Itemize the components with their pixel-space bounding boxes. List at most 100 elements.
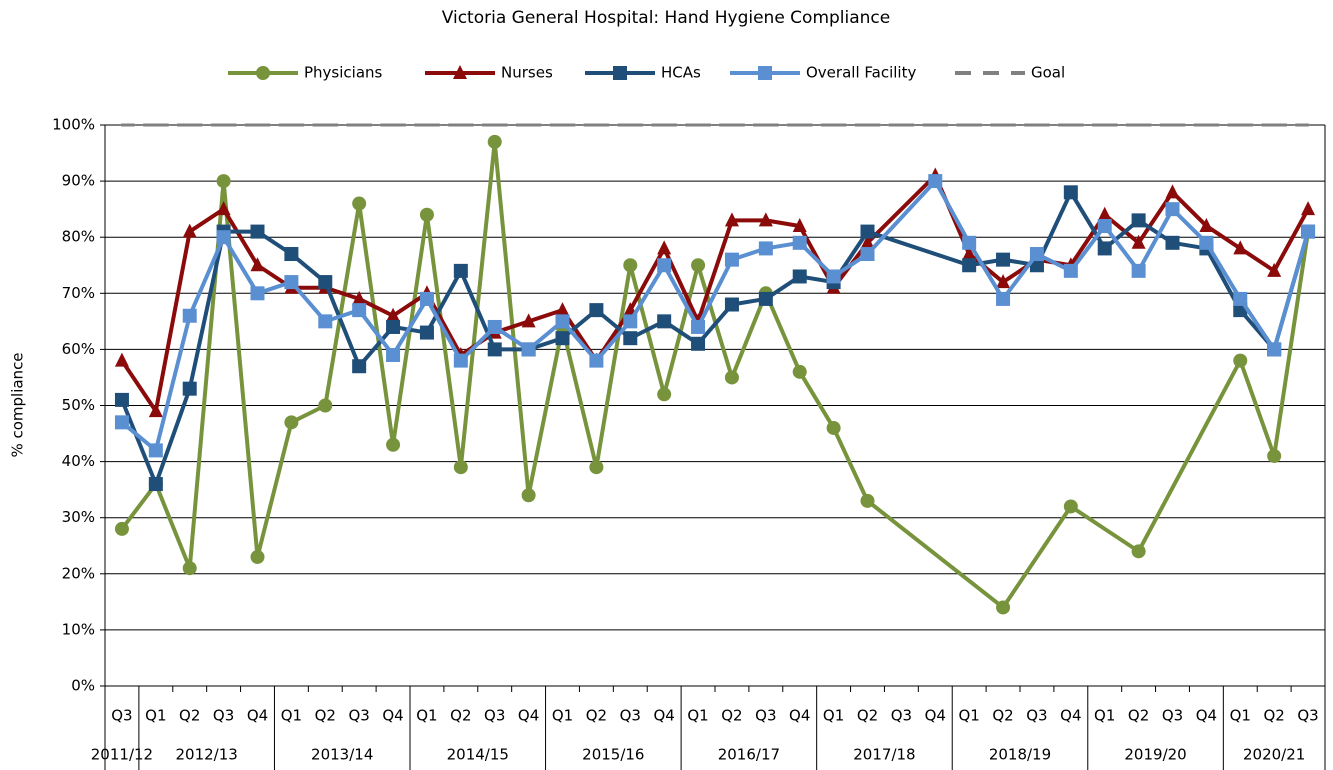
marker xyxy=(792,235,807,250)
x-tick-label: Q2 xyxy=(586,707,607,725)
marker xyxy=(860,234,875,249)
marker xyxy=(114,415,129,430)
x-tick-label: Q1 xyxy=(1094,707,1115,725)
x-tick-label: Q4 xyxy=(247,707,268,725)
marker xyxy=(352,359,367,374)
marker xyxy=(1063,263,1078,278)
marker xyxy=(182,308,197,323)
marker xyxy=(657,240,672,255)
marker xyxy=(250,224,265,239)
series-line xyxy=(221,235,260,296)
series-line xyxy=(526,308,565,324)
marker xyxy=(1233,353,1248,368)
series-line xyxy=(865,173,938,245)
marker xyxy=(521,342,536,357)
x-tick-label: Q3 xyxy=(111,707,132,725)
x-tick-label: Q4 xyxy=(1196,707,1217,725)
marker xyxy=(318,275,333,290)
series-line xyxy=(458,139,497,470)
marker xyxy=(589,303,604,318)
series-line xyxy=(1001,504,1073,610)
marker xyxy=(521,313,536,328)
marker xyxy=(216,201,231,216)
marker xyxy=(860,493,875,508)
marker xyxy=(623,258,638,273)
marker xyxy=(758,241,773,256)
series-line xyxy=(357,296,396,318)
marker xyxy=(589,460,604,475)
marker xyxy=(555,314,570,329)
marker xyxy=(114,352,129,367)
group-label: 2017/18 xyxy=(853,746,915,764)
x-tick-label: Q3 xyxy=(1297,707,1318,725)
marker xyxy=(792,269,807,284)
series-line xyxy=(323,280,362,369)
marker xyxy=(691,336,706,351)
x-tick-label: Q3 xyxy=(755,707,776,725)
x-tick-label: Q2 xyxy=(721,707,742,725)
group-label: 2019/20 xyxy=(1124,746,1186,764)
series-line xyxy=(255,420,294,559)
marker xyxy=(182,561,197,576)
marker xyxy=(284,275,299,290)
series-line xyxy=(560,324,599,470)
marker xyxy=(386,348,401,363)
legend-marker xyxy=(758,66,772,80)
marker xyxy=(691,319,706,334)
marker xyxy=(758,291,773,306)
series-line xyxy=(1136,207,1175,273)
y-tick-label: 10% xyxy=(62,620,95,638)
series-line xyxy=(1136,190,1175,245)
series-line xyxy=(1068,190,1107,251)
marker xyxy=(521,488,536,503)
series-line xyxy=(1102,223,1141,273)
y-tick-label: 30% xyxy=(62,508,95,526)
marker xyxy=(352,290,367,305)
y-tick-label: 60% xyxy=(62,340,95,358)
marker xyxy=(1131,213,1146,228)
marker xyxy=(1131,234,1146,249)
x-tick-label: Q2 xyxy=(1128,707,1149,725)
x-tick-label: Q4 xyxy=(382,707,403,725)
marker xyxy=(1063,185,1078,200)
series-line xyxy=(391,296,429,358)
x-tick-label: Q1 xyxy=(145,707,166,725)
series-line xyxy=(865,179,938,257)
x-tick-label: Q3 xyxy=(348,707,369,725)
marker xyxy=(1097,218,1112,233)
marker xyxy=(386,307,401,322)
series-line xyxy=(1272,229,1311,458)
chart-title: Victoria General Hospital: Hand Hygiene … xyxy=(442,8,891,28)
marker xyxy=(216,174,231,189)
marker xyxy=(250,549,265,564)
series-line xyxy=(323,285,362,301)
series-line xyxy=(153,482,192,571)
x-tick-label: Q1 xyxy=(281,707,302,725)
series-line xyxy=(1068,223,1107,273)
marker xyxy=(996,274,1011,289)
x-tick-label: Q1 xyxy=(958,707,979,725)
marker xyxy=(996,291,1011,306)
y-tick-label: 100% xyxy=(52,116,95,134)
series-line xyxy=(1272,229,1311,352)
series-line xyxy=(221,207,260,268)
x-tick-label: Q3 xyxy=(484,707,505,725)
series-line xyxy=(153,229,192,414)
series-line xyxy=(187,229,226,391)
series-line xyxy=(628,263,667,324)
series-line xyxy=(323,201,362,408)
series-line xyxy=(1272,207,1311,273)
series-line xyxy=(424,212,463,470)
group-label: 2013/14 xyxy=(311,746,373,764)
marker xyxy=(1267,262,1282,277)
marker xyxy=(1233,240,1248,255)
marker xyxy=(792,217,807,232)
marker xyxy=(623,314,638,329)
y-tick-label: 80% xyxy=(62,228,95,246)
x-tick-label: Q2 xyxy=(857,707,878,725)
x-tick-label: Q2 xyxy=(1263,707,1284,725)
marker xyxy=(657,314,672,329)
series-line xyxy=(797,369,836,430)
group-label: 2015/16 xyxy=(582,746,644,764)
